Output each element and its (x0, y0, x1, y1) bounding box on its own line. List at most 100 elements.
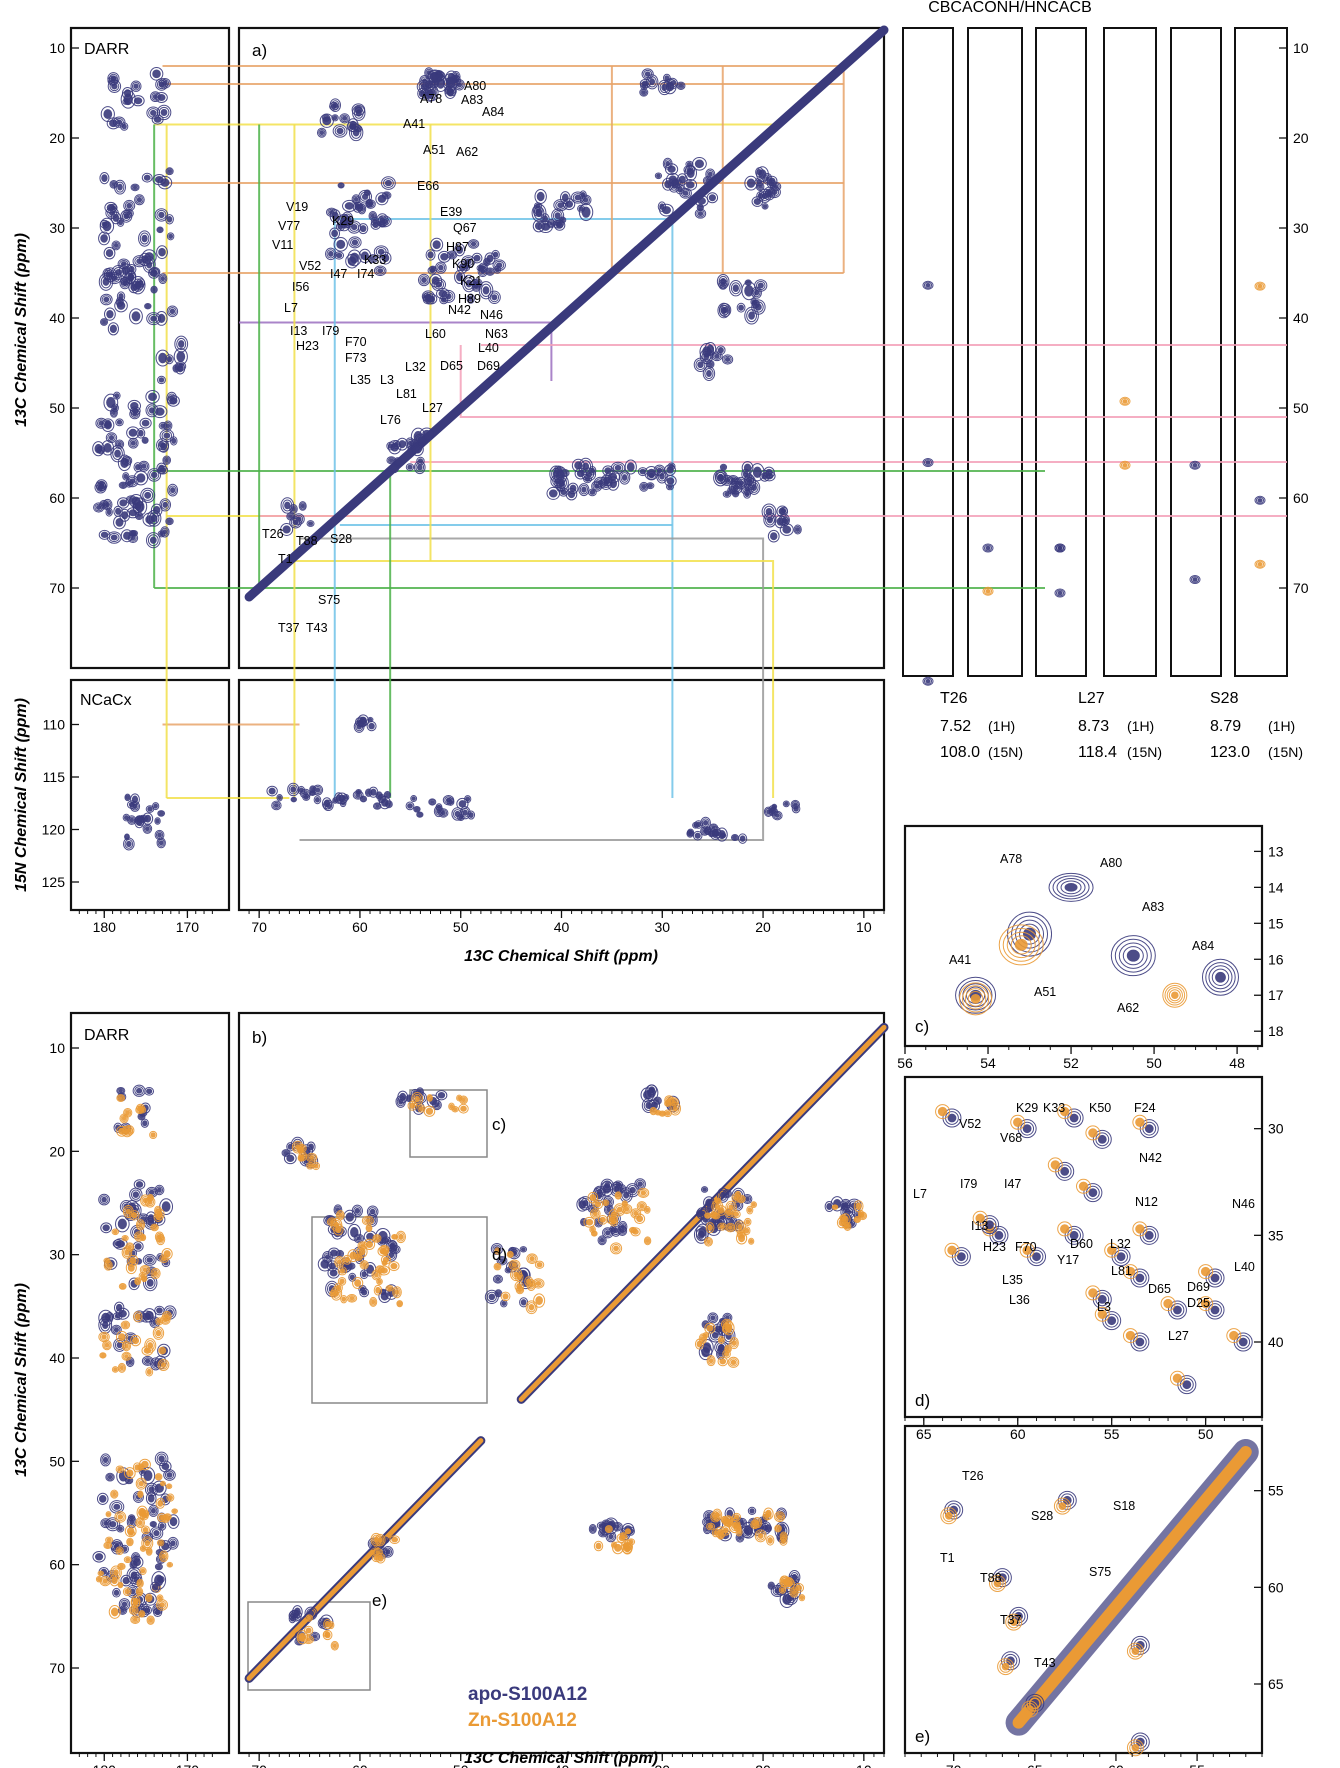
spectrum-peak (313, 1163, 319, 1169)
spectrum-peak (623, 1202, 627, 1206)
peak-label: V52 (299, 259, 321, 273)
spectrum-peak (329, 1269, 338, 1277)
panel-tag-b: b) (252, 1028, 267, 1047)
spectrum-peak (310, 791, 315, 795)
spectrum-peak (407, 464, 413, 470)
spectrum-peak (719, 1223, 726, 1230)
x-tick-label: 56 (897, 1055, 913, 1071)
peak-label: N46 (480, 308, 503, 322)
spectrum-peak (708, 194, 716, 202)
spectrum-peak (97, 484, 104, 491)
spectrum-peak (1120, 397, 1130, 405)
spectrum-peak (756, 166, 769, 183)
spectrum-peak (751, 1202, 756, 1207)
spectrum-peak (721, 465, 726, 469)
spectrum-peak (376, 1278, 383, 1286)
spectrum-peak (117, 299, 122, 305)
peak-label: V19 (286, 200, 308, 214)
spectrum-peak (706, 1239, 711, 1245)
spectrum-peak (335, 222, 345, 232)
spectrum-peak (363, 189, 371, 196)
spectrum-peak (347, 220, 362, 234)
spectrum-peak (117, 497, 130, 509)
spectrum-peak (405, 437, 416, 449)
y-tick-label: 55 (1268, 1483, 1284, 1499)
spectrum-peak (290, 517, 301, 527)
spectrum-peak (710, 1315, 716, 1321)
spectrum-peak (120, 1284, 125, 1289)
spectrum-peak (121, 511, 129, 520)
spectrum-peak (159, 467, 167, 473)
spectrum-peak (107, 433, 116, 442)
residue-h-shift: 8.73 (1078, 718, 1109, 735)
spectrum-peak (506, 1250, 514, 1258)
spectrum-peak (1064, 883, 1078, 892)
spectrum-peak (307, 1154, 316, 1162)
spectrum-peak (488, 1293, 496, 1301)
spectrum-peak (150, 514, 158, 523)
spectrum-peak (146, 532, 161, 549)
spectrum-peak (176, 351, 186, 363)
spectrum-peak (763, 505, 775, 518)
spectrum-peak (121, 87, 134, 100)
spectrum-peak (561, 193, 569, 202)
spectrum-peak (388, 458, 394, 463)
spectrum-peak (705, 178, 711, 184)
peak-label: A41 (403, 117, 425, 131)
spectrum-peak (480, 283, 492, 297)
spectrum-peak (592, 1211, 598, 1217)
spectrum-peak (629, 1186, 636, 1194)
residue-name: T26 (940, 690, 968, 707)
spectrum-peak (712, 352, 722, 360)
spectrum-peak (102, 320, 107, 325)
peak-label: K21 (460, 274, 482, 288)
spectrum-peak (425, 249, 436, 261)
spectrum-peak (113, 1569, 119, 1576)
spectrum-peak (149, 67, 164, 81)
spectrum-peak (165, 517, 174, 526)
spectrum-peak (351, 1204, 363, 1218)
spectrum-peak (142, 1120, 148, 1127)
spectrum-peak (132, 255, 147, 268)
spectrum-peak (460, 1096, 467, 1104)
spectrum-peak (120, 457, 129, 469)
peak-label: Q67 (453, 221, 477, 235)
x-tick-label: 52 (1063, 1055, 1079, 1071)
spectrum-peak (173, 348, 188, 366)
spectrum-peak (548, 489, 558, 498)
spectrum-peak (156, 1187, 162, 1193)
y-axis-title-n15: 15N Chemical Shift (ppm) (13, 698, 30, 892)
spectrum-peak (119, 1365, 124, 1371)
spectrum-peak (743, 1529, 750, 1535)
spectrum-peak (377, 268, 384, 274)
spectrum-peak (468, 295, 474, 302)
peak-label: I47 (1004, 1177, 1021, 1191)
spectrum-peak (123, 89, 132, 98)
spectrum-peak (129, 1256, 137, 1265)
spectrum-peak (103, 296, 110, 303)
spectrum-peak (1057, 590, 1063, 596)
spectrum-peak (1131, 1743, 1140, 1752)
spectrum-peak (368, 722, 375, 730)
spectrum-peak (152, 287, 156, 292)
peak-label: I13 (290, 324, 307, 338)
spectrum-peak (155, 78, 168, 91)
spectrum-peak (502, 1293, 509, 1300)
spectrum-peak (492, 259, 506, 272)
spectrum-peak (444, 796, 453, 805)
spectrum-peak (783, 518, 789, 525)
spectrum-peak (433, 1101, 441, 1109)
spectrum-peak (368, 1207, 377, 1217)
peak-label: A62 (456, 145, 478, 159)
spectrum-peak (365, 1218, 371, 1223)
spectrum-peak (780, 1538, 787, 1545)
spectrum-peak (325, 802, 331, 809)
y-tick-label: 10 (1293, 40, 1309, 56)
spectrum-peak (129, 1515, 134, 1521)
spectrum-peak (102, 1456, 109, 1464)
spectrum-peak (134, 1464, 141, 1471)
spectrum-peak (158, 81, 165, 88)
spectrum-peak (359, 225, 367, 233)
spectrum-peak (339, 1278, 345, 1285)
spectrum-peak (126, 1478, 132, 1483)
